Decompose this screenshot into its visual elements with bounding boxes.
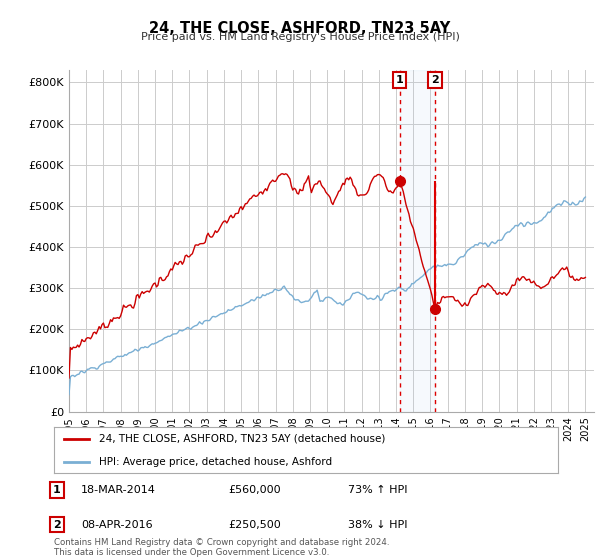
Text: 24, THE CLOSE, ASHFORD, TN23 5AY: 24, THE CLOSE, ASHFORD, TN23 5AY (149, 21, 451, 36)
Text: £560,000: £560,000 (228, 485, 281, 495)
Text: Contains HM Land Registry data © Crown copyright and database right 2024.
This d: Contains HM Land Registry data © Crown c… (54, 538, 389, 557)
Text: £250,500: £250,500 (228, 520, 281, 530)
Text: Price paid vs. HM Land Registry's House Price Index (HPI): Price paid vs. HM Land Registry's House … (140, 32, 460, 43)
Text: 24, THE CLOSE, ASHFORD, TN23 5AY (detached house): 24, THE CLOSE, ASHFORD, TN23 5AY (detach… (100, 434, 386, 444)
Text: 2: 2 (53, 520, 61, 530)
Text: 1: 1 (53, 485, 61, 495)
Text: 08-APR-2016: 08-APR-2016 (81, 520, 152, 530)
Text: HPI: Average price, detached house, Ashford: HPI: Average price, detached house, Ashf… (100, 457, 332, 466)
Text: 73% ↑ HPI: 73% ↑ HPI (348, 485, 407, 495)
Bar (400, 70, 435, 412)
Text: 2: 2 (431, 75, 439, 85)
Text: 38% ↓ HPI: 38% ↓ HPI (348, 520, 407, 530)
Text: 18-MAR-2014: 18-MAR-2014 (81, 485, 156, 495)
Text: 1: 1 (396, 75, 404, 85)
